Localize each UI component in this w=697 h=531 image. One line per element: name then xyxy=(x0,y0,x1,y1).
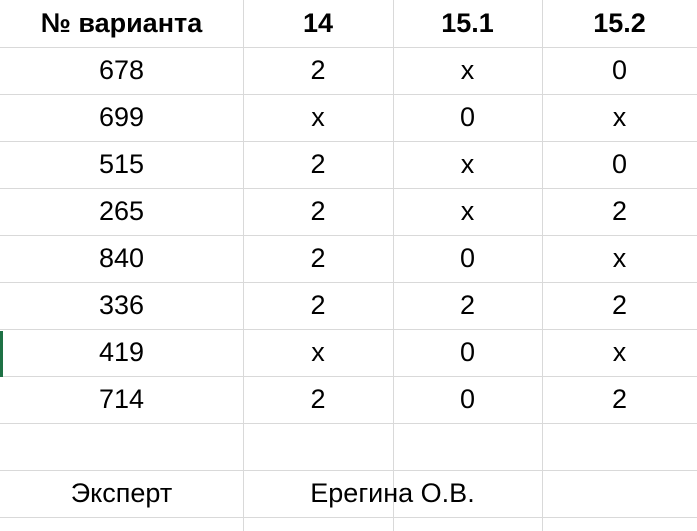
empty-cell[interactable] xyxy=(393,423,542,470)
table-cell[interactable]: x xyxy=(311,102,325,132)
grid-row-divider xyxy=(0,188,697,189)
table-cell[interactable]: x xyxy=(460,149,475,179)
table-cell[interactable]: x xyxy=(612,337,627,367)
empty-cell[interactable] xyxy=(243,423,393,470)
table-cell[interactable]: 419 xyxy=(98,337,145,367)
grid-row-divider xyxy=(0,376,697,377)
grid-row-divider xyxy=(0,423,697,424)
table-cell[interactable]: 2 xyxy=(611,384,628,414)
table-cell[interactable]: x xyxy=(311,337,325,367)
table-cell[interactable]: 840 xyxy=(98,243,145,273)
table-cell[interactable]: 2 xyxy=(310,55,326,85)
grid-column-divider xyxy=(243,0,244,531)
header-cell-15-1[interactable]: 15.1 xyxy=(441,8,494,38)
table-cell[interactable]: 699 xyxy=(98,102,145,132)
grid-row-divider xyxy=(0,141,697,142)
table-cell[interactable]: x xyxy=(460,55,475,85)
table-cell[interactable]: 515 xyxy=(98,149,145,179)
grid-row-divider xyxy=(0,517,697,518)
table-cell[interactable]: x xyxy=(612,102,627,132)
grid-row-divider xyxy=(0,235,697,236)
table-cell[interactable]: 678 xyxy=(98,55,145,85)
table-cell[interactable]: 2 xyxy=(611,196,628,226)
table-cell[interactable]: x xyxy=(460,196,475,226)
expert-name-cell[interactable]: Ерегина О.В. xyxy=(310,478,475,508)
table-cell[interactable]: 265 xyxy=(98,196,145,226)
table-cell[interactable]: 2 xyxy=(310,243,326,273)
grid-row-divider xyxy=(0,470,697,471)
grid-row-divider xyxy=(0,329,697,330)
table-cell[interactable]: 0 xyxy=(611,55,628,85)
table-cell[interactable]: 714 xyxy=(98,384,145,414)
header-cell-14[interactable]: 14 xyxy=(302,8,334,38)
grid-row-divider xyxy=(0,47,697,48)
table-cell[interactable]: 2 xyxy=(310,196,326,226)
grid-row-divider xyxy=(0,282,697,283)
table-cell[interactable]: 0 xyxy=(459,337,476,367)
row-selection-marker xyxy=(0,331,3,377)
header-cell-15-2[interactable]: 15.2 xyxy=(593,8,646,38)
table-cell[interactable]: 2 xyxy=(310,384,326,414)
table-cell[interactable]: 0 xyxy=(459,384,476,414)
table-cell[interactable]: 0 xyxy=(459,102,476,132)
table-cell[interactable]: 2 xyxy=(611,290,628,320)
table-cell[interactable]: 2 xyxy=(310,149,326,179)
empty-cell[interactable] xyxy=(542,470,697,517)
grid-row-divider xyxy=(0,94,697,95)
table-cell[interactable]: x xyxy=(612,243,627,273)
table-cell[interactable]: 0 xyxy=(459,243,476,273)
table-cell[interactable]: 2 xyxy=(310,290,326,320)
grid-column-divider xyxy=(393,0,394,531)
table-cell[interactable]: 2 xyxy=(459,290,476,320)
empty-cell[interactable] xyxy=(0,423,243,470)
expert-label-cell[interactable]: Эксперт xyxy=(70,478,173,508)
empty-cell[interactable] xyxy=(542,423,697,470)
table-cell[interactable]: 336 xyxy=(98,290,145,320)
grid-column-divider xyxy=(542,0,543,531)
header-cell-variant[interactable]: № варианта xyxy=(40,8,203,38)
table-cell[interactable]: 0 xyxy=(611,149,628,179)
